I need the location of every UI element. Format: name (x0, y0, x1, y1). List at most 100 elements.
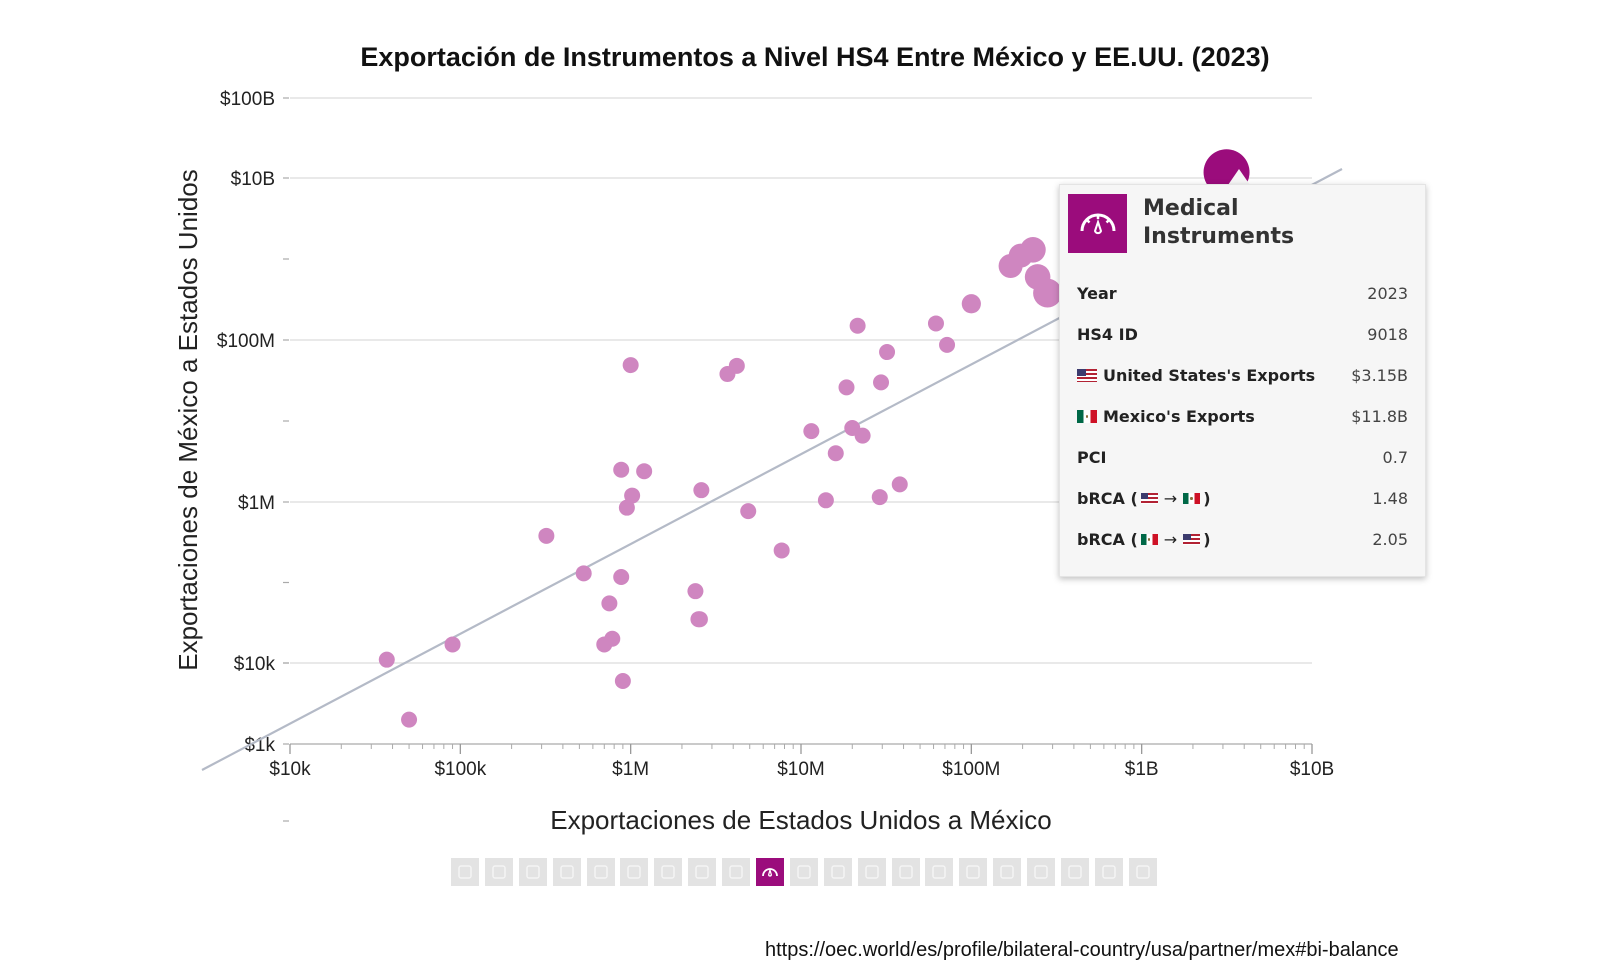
data-point[interactable] (575, 565, 592, 582)
tooltip-row-us-exports: United States's Exports $3.15B (1077, 355, 1408, 396)
data-point[interactable] (596, 636, 613, 653)
x-axis-label: Exportaciones de Estados Unidos a México (550, 805, 1052, 835)
product-category-selector (451, 858, 1163, 886)
data-point[interactable] (601, 595, 618, 612)
x-tick-label: $1M (612, 759, 649, 780)
tooltip-row-brca-mx-us: bRCA (→) 2.05 (1077, 519, 1408, 560)
y-tick-label: $1M (238, 493, 275, 514)
y-tick-label: $10k (234, 654, 276, 675)
tooltip-row-mx-exports: Mexico's Exports $11.8B (1077, 396, 1408, 437)
y-tick-label: $100B (220, 89, 275, 110)
precious-metals-icon[interactable] (891, 858, 920, 886)
tooltip-row-hs4-id: HS4 ID 9018 (1077, 314, 1408, 355)
data-point[interactable] (378, 651, 395, 668)
tooltip-value: 1.48 (1372, 489, 1408, 508)
animal-products-icon[interactable] (451, 858, 479, 886)
data-point[interactable] (613, 569, 630, 586)
data-point[interactable] (838, 379, 855, 396)
data-point[interactable] (939, 336, 956, 353)
data-point[interactable] (691, 611, 708, 628)
medical-gauge-icon (1068, 193, 1127, 253)
tooltip-value: 2023 (1367, 284, 1408, 303)
mexico-flag-icon (1077, 410, 1097, 423)
data-point[interactable] (636, 463, 653, 480)
data-point[interactable] (827, 445, 844, 462)
arts-icon[interactable] (1094, 858, 1123, 886)
data-point[interactable] (891, 476, 908, 493)
weapons-icon[interactable] (1027, 858, 1056, 886)
mexico-flag-icon (1183, 493, 1201, 504)
foodstuffs-icon[interactable] (552, 858, 581, 886)
y-axis-label: Exportaciones de México a Estados Unidos (173, 169, 203, 671)
data-point[interactable] (622, 357, 639, 374)
data-point[interactable] (401, 711, 418, 728)
data-point[interactable] (849, 317, 866, 334)
plastics-icon[interactable] (654, 858, 683, 886)
data-point[interactable] (687, 583, 704, 600)
data-point[interactable] (1033, 278, 1062, 308)
data-point[interactable] (624, 487, 641, 504)
tooltip-value: 9018 (1367, 325, 1408, 344)
data-point[interactable] (879, 344, 896, 361)
tooltip-label: Mexico's Exports (1103, 407, 1255, 426)
instruments-icon[interactable] (756, 858, 785, 886)
data-point[interactable] (773, 542, 790, 559)
us-flag-icon (1183, 534, 1201, 545)
arrow-icon: → (1163, 530, 1178, 549)
machines-icon[interactable] (959, 858, 988, 886)
data-point[interactable] (854, 427, 871, 444)
us-flag-icon (1140, 493, 1158, 504)
tooltip-label: United States's Exports (1103, 366, 1316, 385)
data-point[interactable] (740, 503, 757, 520)
tooltip-label: Year (1077, 284, 1117, 303)
tooltip-label: bRCA ( (1077, 489, 1138, 508)
data-point[interactable] (728, 357, 745, 374)
wood-icon[interactable] (722, 858, 751, 886)
data-point[interactable] (618, 499, 635, 516)
data-point[interactable] (614, 672, 631, 689)
fats-icon[interactable] (518, 858, 547, 886)
footwear-icon[interactable] (823, 858, 852, 886)
us-flag-icon (1077, 369, 1097, 382)
data-point[interactable] (1020, 236, 1046, 263)
misc-icon[interactable] (1061, 858, 1090, 886)
tooltip-label: HS4 ID (1077, 325, 1138, 344)
data-point[interactable] (444, 636, 461, 653)
x-tick-label: $10k (269, 759, 311, 780)
data-point[interactable] (961, 294, 981, 314)
data-point[interactable] (873, 374, 890, 391)
textiles-icon[interactable] (789, 858, 818, 886)
data-point[interactable] (817, 492, 834, 509)
minerals-icon[interactable] (586, 858, 615, 886)
y-tick-label: $1k (244, 735, 275, 756)
tooltip-rows: Year 2023 HS4 ID 9018 United States's Ex… (1077, 273, 1408, 560)
data-point[interactable] (693, 482, 710, 499)
tooltip-row-year: Year 2023 (1077, 273, 1408, 314)
arrow-icon: → (1163, 489, 1178, 508)
mexico-flag-icon (1140, 534, 1158, 545)
x-tick-label: $1B (1125, 759, 1159, 780)
product-tooltip: Medical Instruments Year 2023 HS4 ID 901… (1059, 184, 1426, 577)
chemicals-icon[interactable] (620, 858, 649, 886)
vegetable-products-icon[interactable] (484, 858, 513, 886)
data-point[interactable] (613, 461, 630, 478)
metals-icon[interactable] (925, 858, 954, 886)
x-tick-label: $100k (434, 759, 486, 780)
x-tick-label: $10M (777, 759, 825, 780)
tooltip-pointer (1228, 169, 1250, 185)
x-tick-label: $100M (942, 759, 1000, 780)
transportation-icon[interactable] (993, 858, 1022, 886)
tooltip-label-end: ) (1203, 489, 1211, 508)
tooltip-value: 2.05 (1372, 530, 1408, 549)
stone-icon[interactable] (857, 858, 886, 886)
services-icon[interactable] (1128, 858, 1157, 886)
data-point[interactable] (538, 527, 555, 544)
tooltip-label: bRCA ( (1077, 530, 1138, 549)
data-point[interactable] (871, 489, 888, 506)
data-point[interactable] (927, 315, 944, 332)
tooltip-title: Medical Instruments (1143, 196, 1295, 249)
hides-icon[interactable] (688, 858, 717, 886)
chart-title: Exportación de Instrumentos a Nivel HS4 … (360, 42, 1269, 72)
data-point[interactable] (803, 423, 820, 440)
